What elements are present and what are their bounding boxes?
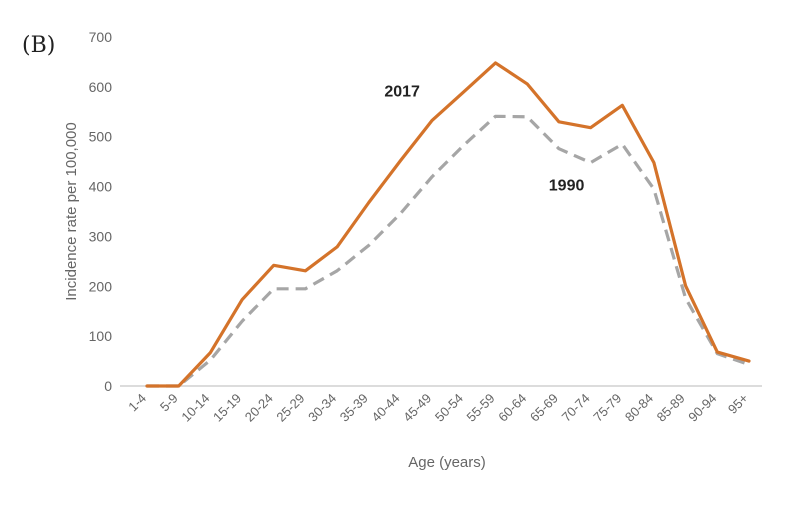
y-tick-label: 100 [89,328,113,344]
x-tick-label: 90-94 [685,391,719,425]
x-tick-label: 55-59 [464,391,498,425]
series-line-2017 [145,61,751,388]
series-line-1990 [147,114,750,388]
y-axis-ticks: 0 100 200 300 400 500 600 700 [89,29,113,394]
x-tick-label: 35-39 [337,391,371,425]
series-label-2017: 2017 [384,83,420,100]
y-tick-label: 400 [89,179,113,195]
x-axis-ticks: 1-4 5-910-1415-1920-2425-2930-3435-3940-4… [125,391,751,425]
y-tick-label: 500 [89,129,113,145]
y-tick-label: 700 [89,29,113,45]
x-tick-label: 30-34 [305,391,339,425]
x-tick-label: 10-14 [178,391,212,425]
x-tick-label: 85-89 [654,391,688,425]
x-tick-label: 1-4 [125,391,149,415]
x-tick-label: 50-54 [432,391,466,425]
x-tick-label: 45-49 [400,391,434,425]
x-axis-title: Age (years) [408,454,486,471]
x-tick-label: 80-84 [622,391,656,425]
x-tick-label: 25-29 [273,391,307,425]
series-labels: 2017 1990 [384,83,584,194]
panel-label: (B) [22,33,55,58]
x-tick-label: 20-24 [242,391,276,425]
x-tick-label: 95+ [725,391,751,417]
y-tick-label: 0 [104,378,112,394]
series-label-1990: 1990 [549,178,585,195]
x-tick-label: 65-69 [527,391,561,425]
x-tick-label: 40-44 [368,391,402,425]
y-tick-label: 600 [89,79,113,95]
x-tick-label: 60-64 [495,391,529,425]
x-tick-label: 5-9 [157,391,181,415]
series-group [145,61,751,388]
y-axis-title: Incidence rate per 100,000 [63,122,80,300]
x-tick-label: 70-74 [559,391,593,425]
x-tick-label: 15-19 [210,391,244,425]
y-tick-label: 300 [89,228,113,244]
x-tick-label: 75-79 [590,391,624,425]
y-tick-label: 200 [89,278,113,294]
